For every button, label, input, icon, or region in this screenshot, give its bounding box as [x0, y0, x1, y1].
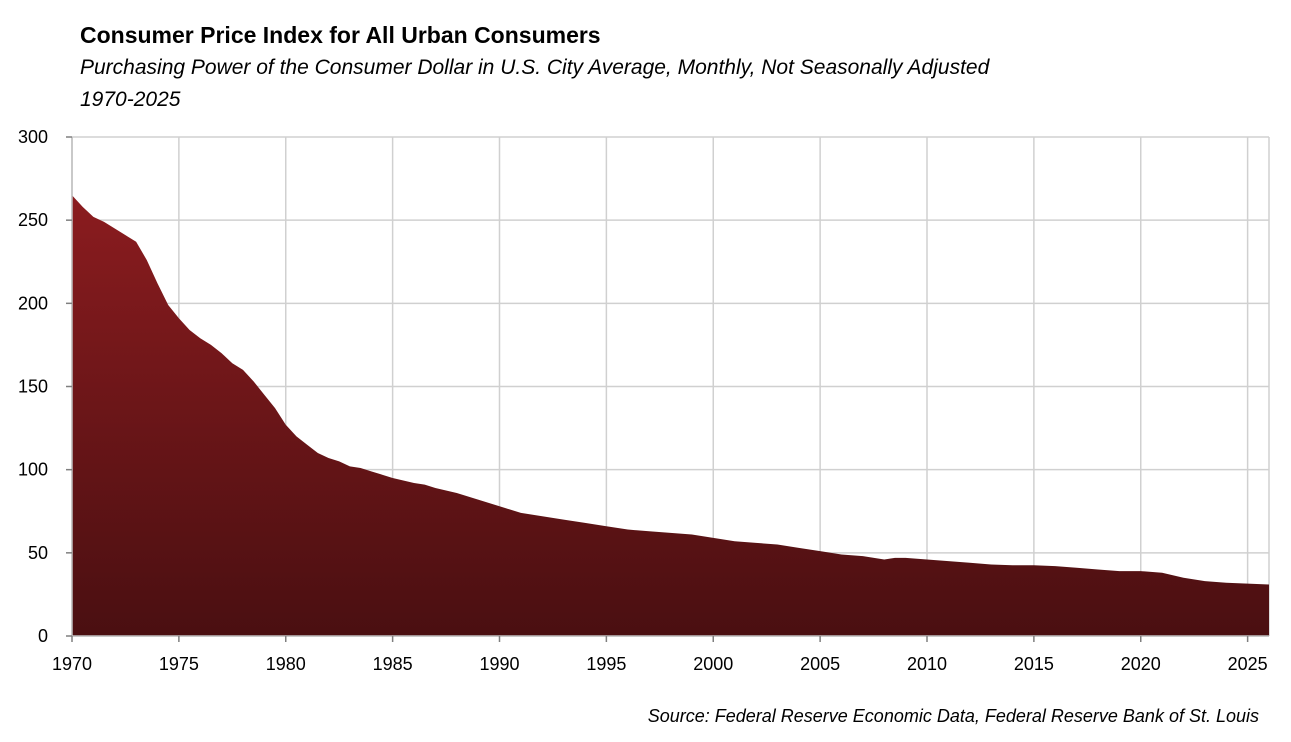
chart-title: Consumer Price Index for All Urban Consu… — [80, 22, 601, 48]
y-tick-label: 250 — [18, 210, 48, 230]
x-tick-label: 2005 — [800, 654, 840, 674]
data-area — [72, 195, 1269, 636]
x-tick-label: 2010 — [907, 654, 947, 674]
chart-subtitle: Purchasing Power of the Consumer Dollar … — [80, 56, 990, 79]
x-tick-label: 2025 — [1228, 654, 1268, 674]
x-tick-label: 1970 — [52, 654, 92, 674]
x-tick-label: 1985 — [373, 654, 413, 674]
x-tick-label: 1975 — [159, 654, 199, 674]
x-tick-label: 2020 — [1121, 654, 1161, 674]
axes — [66, 136, 1269, 642]
y-tick-label: 0 — [38, 626, 48, 646]
x-tick-label: 1995 — [586, 654, 626, 674]
x-tick-label: 1980 — [266, 654, 306, 674]
tick-labels: 0 50 100 150 200 250 300 1970 1975 1980 1985 1990 19… — [18, 127, 1268, 674]
x-tick-label: 2015 — [1014, 654, 1054, 674]
y-tick-label: 50 — [28, 543, 48, 563]
data-area-group — [72, 195, 1269, 636]
y-tick-label: 100 — [18, 460, 48, 480]
source-note: Source: Federal Reserve Economic Data, F… — [647, 706, 1259, 726]
y-tick-label: 200 — [18, 293, 48, 313]
x-tick-label: 1990 — [479, 654, 519, 674]
x-tick-label: 2000 — [693, 654, 733, 674]
y-tick-label: 150 — [18, 377, 48, 397]
y-tick-label: 300 — [18, 127, 48, 147]
chart-period: 1970-2025 — [80, 88, 181, 111]
